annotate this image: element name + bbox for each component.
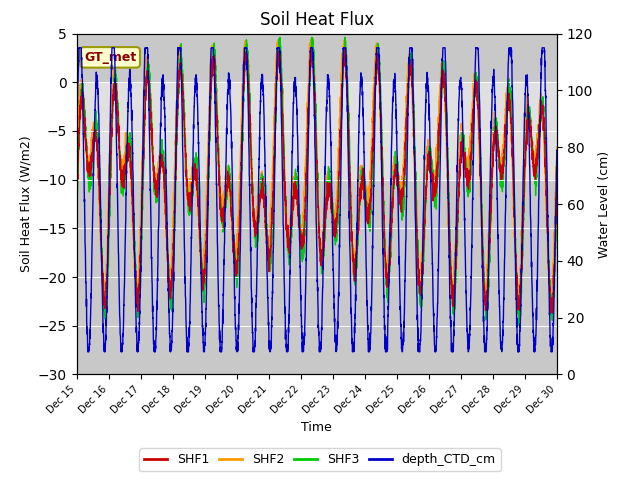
SHF3 xyxy=(372,79,380,84)
SHF3 xyxy=(364,215,371,221)
depth_CTD_cm xyxy=(372,74,380,80)
SHF2 xyxy=(176,54,184,60)
SHF3 xyxy=(515,323,523,329)
SHF3 xyxy=(176,58,184,64)
depth_CTD_cm xyxy=(553,147,561,153)
SHF2 xyxy=(308,36,316,41)
SHF1 xyxy=(553,188,561,194)
Line: SHF1: SHF1 xyxy=(77,47,557,313)
Line: SHF3: SHF3 xyxy=(77,37,557,326)
depth_CTD_cm xyxy=(553,156,561,161)
depth_CTD_cm xyxy=(76,45,83,51)
SHF2 xyxy=(553,153,561,159)
SHF2 xyxy=(73,156,81,162)
SHF3 xyxy=(207,91,214,97)
SHF1 xyxy=(372,69,380,75)
Line: SHF2: SHF2 xyxy=(77,38,557,306)
SHF2 xyxy=(364,204,371,209)
SHF1 xyxy=(308,44,316,50)
SHF1 xyxy=(207,81,214,87)
depth_CTD_cm xyxy=(207,45,215,51)
Line: depth_CTD_cm: depth_CTD_cm xyxy=(77,48,557,352)
SHF3 xyxy=(341,35,349,40)
SHF2 xyxy=(207,68,214,73)
SHF1 xyxy=(548,310,556,316)
SHF3 xyxy=(553,203,561,209)
depth_CTD_cm xyxy=(364,306,371,312)
SHF2 xyxy=(481,303,488,309)
SHF1 xyxy=(176,69,184,75)
X-axis label: Time: Time xyxy=(301,421,332,434)
depth_CTD_cm xyxy=(84,349,92,355)
Bar xyxy=(77,82,557,180)
Y-axis label: Water Level (cm): Water Level (cm) xyxy=(598,150,611,258)
SHF1 xyxy=(553,182,561,188)
SHF3 xyxy=(73,216,81,222)
Y-axis label: Soil Heat Flux (W/m2): Soil Heat Flux (W/m2) xyxy=(19,136,32,272)
SHF2 xyxy=(508,135,515,141)
SHF2 xyxy=(372,44,380,49)
SHF3 xyxy=(508,104,515,109)
SHF1 xyxy=(508,117,515,123)
depth_CTD_cm xyxy=(176,45,184,51)
Title: Soil Heat Flux: Soil Heat Flux xyxy=(260,11,374,29)
Text: GT_met: GT_met xyxy=(84,51,136,64)
SHF2 xyxy=(553,144,561,150)
SHF3 xyxy=(553,211,561,216)
Legend: SHF1, SHF2, SHF3, depth_CTD_cm: SHF1, SHF2, SHF3, depth_CTD_cm xyxy=(140,448,500,471)
depth_CTD_cm xyxy=(508,47,515,52)
depth_CTD_cm xyxy=(73,139,81,145)
SHF1 xyxy=(364,214,371,219)
SHF1 xyxy=(73,190,81,195)
